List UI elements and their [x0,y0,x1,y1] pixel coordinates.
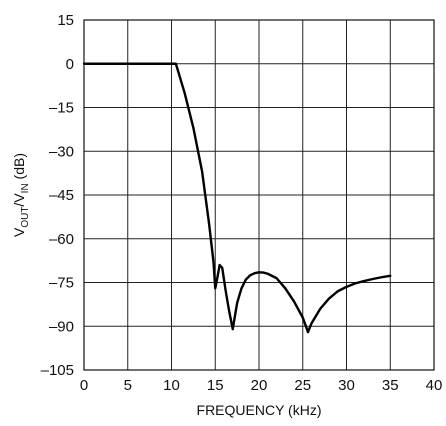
x-tick-label: 40 [426,377,443,394]
y-axis-title-unit: (dB) [11,153,27,183]
y-tick-label: –45 [49,187,74,204]
y-tick-label: –75 [49,275,74,292]
x-tick-label: 0 [80,377,88,394]
y-axis-title: VOUT/VIN (dB) [11,153,31,237]
y-tick-labels: 15 0 –15 –30 –45 –60 –75 –90 –105 [41,12,74,379]
y-axis-title-main: V [11,227,27,237]
y-tick-label: 15 [57,12,74,29]
x-tick-label: 35 [382,377,399,394]
y-tick-label: –105 [41,362,74,379]
x-tick-label: 20 [251,377,268,394]
plot-frame [83,19,435,371]
y-tick-label: –15 [49,100,74,117]
x-tick-label: 10 [163,377,180,394]
x-tick-labels: 0 5 10 15 20 25 30 35 40 [80,377,443,394]
x-tick-label: 5 [124,377,132,394]
y-tick-label: –30 [49,143,74,160]
x-tick-label: 30 [338,377,355,394]
x-tick-label: 15 [207,377,224,394]
grid [83,19,435,371]
y-axis-title-sub1: OUT [20,207,31,228]
x-tick-label: 25 [294,377,311,394]
y-tick-label: –90 [49,318,74,335]
series-line [82,62,392,334]
y-axis-title-mid: /V [11,193,27,207]
y-tick-label: 0 [66,56,74,73]
y-tick-label: –60 [49,231,74,248]
x-axis-title: FREQUENCY (kHz) [197,402,322,418]
y-axis-title-sub2: IN [20,183,31,193]
